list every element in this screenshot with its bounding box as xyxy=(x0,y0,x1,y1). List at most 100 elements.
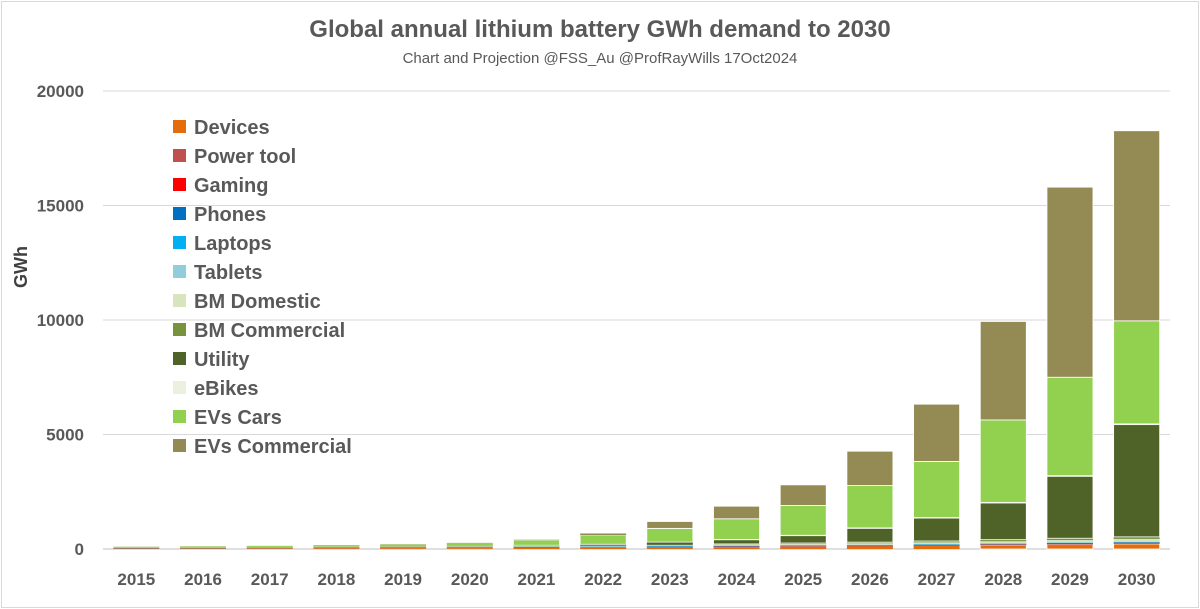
bar-segment-bm-domestic xyxy=(780,543,827,546)
bar-segment-evs-cars xyxy=(380,544,427,547)
bar-segment-phones xyxy=(1046,543,1093,544)
x-tick-label: 2022 xyxy=(584,570,622,589)
bar-segment-bm-domestic xyxy=(846,543,893,545)
chart-title: Global annual lithium battery GWh demand… xyxy=(309,16,891,43)
bar-segment-evs-commercial xyxy=(1046,186,1094,378)
bar-segment-power-tool xyxy=(1113,543,1160,544)
bar-segment-bm-commercial xyxy=(980,539,1027,542)
bar-segment-bm-commercial xyxy=(646,544,693,546)
bar-segment-evs-cars xyxy=(979,419,1027,503)
bar-segment-evs-cars xyxy=(779,505,827,536)
legend-label: Utility xyxy=(194,349,250,371)
bar-segment-evs-cars xyxy=(313,545,360,547)
bar-segment-evs-cars xyxy=(1113,320,1161,425)
x-tick-label: 2029 xyxy=(1051,570,1089,589)
legend-label: BM Commercial xyxy=(194,320,345,342)
bar-segment-devices xyxy=(580,547,627,549)
bar-segment-phones xyxy=(580,546,627,548)
legend-label: EVs Commercial xyxy=(194,436,352,458)
bar-segment-bm-domestic xyxy=(913,542,960,545)
legend-swatch xyxy=(173,323,186,336)
legend-label: Power tool xyxy=(194,146,296,168)
bar-segment-devices xyxy=(780,546,827,549)
bar-segment-phones xyxy=(980,543,1027,545)
x-tick-label: 2026 xyxy=(851,570,889,589)
legend-label: BM Domestic xyxy=(194,291,321,313)
x-tick-label: 2024 xyxy=(718,570,756,589)
bar-segment-bm-domestic xyxy=(1046,540,1093,543)
bar-segment-devices xyxy=(713,547,760,549)
bar-segment-bm-domestic xyxy=(980,541,1027,544)
bar-segment-evs-cars xyxy=(913,461,960,518)
bar-segment-utility xyxy=(779,535,827,544)
y-tick-label: 20000 xyxy=(37,82,84,101)
bar-segment-evs-cars xyxy=(1046,376,1094,477)
bar-segment-devices xyxy=(1046,544,1094,550)
x-tick-label: 2016 xyxy=(184,570,222,589)
legend-swatch xyxy=(173,178,186,191)
y-tick-label: 5000 xyxy=(46,426,84,445)
bar-segment-devices xyxy=(446,548,493,549)
bar-segment-bm-commercial xyxy=(1113,536,1160,539)
x-tick-label: 2027 xyxy=(918,570,956,589)
legend-label: Tablets xyxy=(194,262,263,284)
legend-swatch xyxy=(173,381,186,394)
bar-segment-devices xyxy=(380,548,427,549)
bar-segment-utility xyxy=(913,517,960,542)
bar-segment-utility xyxy=(1113,424,1161,538)
bar-segment-devices xyxy=(513,547,560,549)
bar-segment-utility xyxy=(846,528,894,543)
bar-segment-bm-commercial xyxy=(846,542,893,544)
x-tick-label: 2023 xyxy=(651,570,689,589)
y-axis-title: GWh xyxy=(11,246,31,288)
bar-segment-utility xyxy=(646,542,693,545)
bar-segment-devices xyxy=(846,546,893,549)
bar-segment-evs-commercial xyxy=(846,450,894,486)
legend-swatch xyxy=(173,149,186,162)
x-tick-label: 2021 xyxy=(518,570,556,589)
bar-segment-utility xyxy=(979,502,1027,541)
x-tick-label: 2019 xyxy=(384,570,422,589)
bar-segment-power-tool xyxy=(980,544,1027,546)
bar-segment-evs-cars xyxy=(713,518,760,540)
bar-segment-utility xyxy=(1046,476,1094,539)
bar-segment-phones xyxy=(513,547,560,548)
x-tick-label: 2030 xyxy=(1118,570,1156,589)
bar-segment-evs-commercial xyxy=(979,321,1027,421)
x-tick-label: 2025 xyxy=(784,570,822,589)
bar-segment-evs-cars xyxy=(180,546,227,548)
legend-label: Phones xyxy=(194,204,266,226)
y-tick-label: 15000 xyxy=(37,197,84,216)
legend-swatch xyxy=(173,207,186,220)
legend-swatch xyxy=(173,265,186,278)
bar-segment-power-tool xyxy=(913,545,960,547)
bar-segment-phones xyxy=(913,544,960,546)
bar-segment-bm-commercial xyxy=(913,541,960,543)
bar-segment-bm-domestic xyxy=(713,544,760,546)
bar-segment-devices xyxy=(313,548,360,549)
bar-segment-evs-commercial xyxy=(713,505,760,520)
bar-segment-devices xyxy=(913,546,960,549)
bar-segment-utility xyxy=(580,544,627,546)
bar-segment-phones xyxy=(780,545,827,547)
bar-segment-evs-commercial xyxy=(779,484,827,506)
y-tick-label: 0 xyxy=(75,540,84,559)
bar-segment-evs-cars xyxy=(246,546,293,547)
x-tick-label: 2028 xyxy=(984,570,1022,589)
legend-label: Gaming xyxy=(194,175,268,197)
bar-segment-phones xyxy=(1113,542,1160,543)
legend-swatch xyxy=(173,120,186,133)
bar-segment-evs-commercial xyxy=(580,533,627,536)
legend-label: EVs Cars xyxy=(194,407,282,429)
bar-segment-evs-cars xyxy=(579,534,627,545)
bar-segment-phones xyxy=(713,546,760,547)
bar-segment-bm-domestic xyxy=(646,545,693,546)
bar-segment-devices xyxy=(979,544,1027,550)
bar-segment-evs-cars xyxy=(646,527,694,543)
legend-swatch xyxy=(173,236,186,249)
legend-swatch xyxy=(173,294,186,307)
bar-segment-phones xyxy=(646,546,693,547)
bar-segment-devices xyxy=(180,548,227,549)
legend-swatch xyxy=(173,439,186,452)
